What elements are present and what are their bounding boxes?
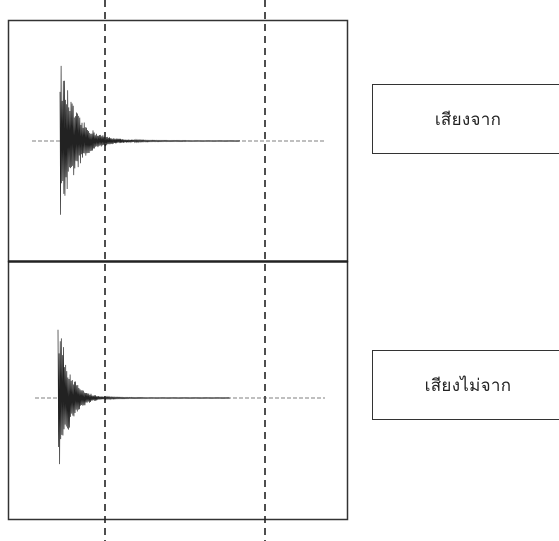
label-box-top: เสียงจาก [372,84,559,154]
waveform-top [59,65,241,215]
wave-top-trace [59,65,241,215]
label-box-bottom: เสียงไม่จาก [372,350,559,420]
label-top-text: เสียงจาก [434,109,502,130]
label-bottom-text: เสียงไม่จาก [424,375,512,396]
waveform-bottom [57,329,230,465]
wave-bottom-trace [57,329,230,465]
